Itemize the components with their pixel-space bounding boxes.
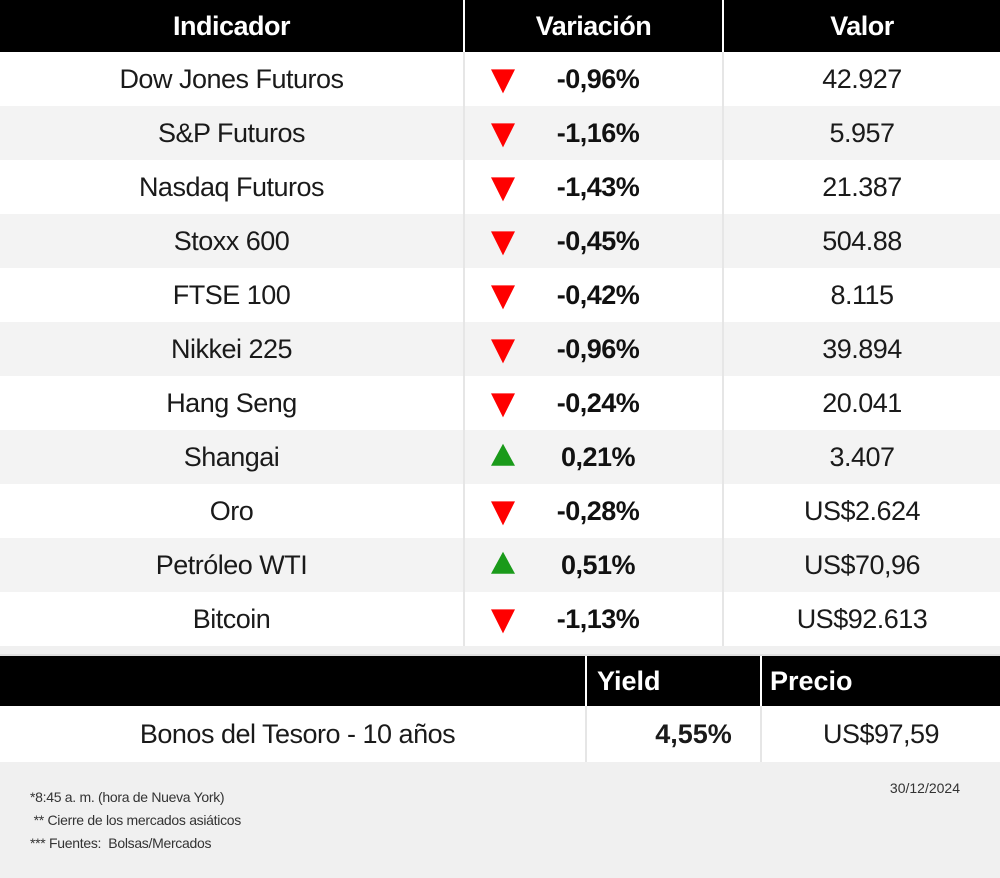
indicator-value: 504.88 (722, 214, 1000, 268)
variation-cell: -1,13% (463, 592, 722, 646)
arrow-down-icon (491, 177, 515, 202)
indicator-name: Bitcoin (192, 603, 271, 634)
table-row: Nikkei 225 -0,96% 39.894 (0, 322, 1000, 376)
arrow-up-icon (491, 443, 515, 466)
variation-cell: -0,24% (463, 376, 722, 430)
variation-cell: 0,51% (463, 538, 722, 592)
market-indicators-table: Indicador Variación Valor Dow Jones Futu… (0, 0, 1000, 646)
arrow-down-icon (491, 339, 515, 364)
table-row: Oro -0,28% US$2.624 (0, 484, 1000, 538)
indicator-name: Nikkei 225 (170, 333, 293, 364)
variation-percent: -0,96% (556, 63, 640, 94)
variation-percent: -0,24% (556, 387, 640, 418)
variation-cell: -0,28% (463, 484, 722, 538)
indicator-name: FTSE 100 (172, 279, 291, 310)
bond-name: Bonos del Tesoro - 10 años (139, 718, 456, 749)
variation-percent: -0,28% (556, 495, 640, 526)
header-indicator: Indicador (172, 10, 291, 41)
table-row: Hang Seng -0,24% 20.041 (0, 376, 1000, 430)
footnotes: *8:45 a. m. (hora de Nueva York) ** Cier… (30, 786, 241, 855)
variation-percent: -1,13% (556, 603, 640, 634)
variation-percent: -0,96% (556, 333, 640, 364)
table-row: Bonos del Tesoro - 10 años 4,55% US$97,5… (0, 706, 1000, 762)
table-row: Dow Jones Futuros -0,96% 42.927 (0, 52, 1000, 106)
header-variation: Variación (463, 0, 722, 52)
indicator-name: S&P Futuros (157, 117, 306, 148)
arrow-down-icon (491, 501, 515, 526)
table-row: Nasdaq Futuros -1,43% 21.387 (0, 160, 1000, 214)
indicator-value: 42.927 (722, 52, 1000, 106)
arrow-up-icon (491, 551, 515, 574)
indicator-value: US$92.613 (722, 592, 1000, 646)
indicator-value: US$2.624 (722, 484, 1000, 538)
variation-cell: -0,42% (463, 268, 722, 322)
variation-cell: -0,45% (463, 214, 722, 268)
table-row: Petróleo WTI 0,51% US$70,96 (0, 538, 1000, 592)
indicator-name: Petróleo WTI (155, 549, 308, 580)
indicator-name: Oro (209, 495, 254, 526)
table-header: Indicador Variación Valor (0, 0, 1000, 52)
variation-percent: -1,16% (556, 117, 640, 148)
arrow-down-icon (491, 609, 515, 634)
variation-percent: -1,43% (556, 171, 640, 202)
table-row: Bitcoin -1,13% US$92.613 (0, 592, 1000, 646)
table-row: S&P Futuros -1,16% 5.957 (0, 106, 1000, 160)
header-value: Valor (722, 0, 1000, 52)
arrow-down-icon (491, 285, 515, 310)
arrow-down-icon (491, 123, 515, 148)
indicator-value: 39.894 (722, 322, 1000, 376)
variation-cell: -0,96% (463, 52, 722, 106)
indicator-name: Hang Seng (166, 387, 297, 418)
indicator-value: 8.115 (722, 268, 1000, 322)
footnote-time: *8:45 a. m. (hora de Nueva York) (30, 789, 225, 805)
indicator-value: 5.957 (722, 106, 1000, 160)
indicator-name: Shangai (183, 441, 280, 472)
table-row: FTSE 100 -0,42% 8.115 (0, 268, 1000, 322)
variation-cell: -1,16% (463, 106, 722, 160)
indicator-name: Dow Jones Futuros (119, 63, 344, 94)
indicator-name: Nasdaq Futuros (138, 171, 325, 202)
indicator-value: 20.041 (722, 376, 1000, 430)
indicator-value: 21.387 (722, 160, 1000, 214)
indicator-value: 3.407 (722, 430, 1000, 484)
arrow-down-icon (491, 393, 515, 418)
variation-percent: -0,45% (556, 225, 640, 256)
table-row: Shangai 0,21% 3.407 (0, 430, 1000, 484)
variation-percent: 0,21% (560, 441, 636, 472)
bond-table-header: Yield Precio (0, 654, 1000, 706)
header-price: Precio (760, 656, 1000, 706)
variation-cell: 0,21% (463, 430, 722, 484)
variation-cell: -1,43% (463, 160, 722, 214)
footnote-asian-close: ** Cierre de los mercados asiáticos (30, 812, 242, 828)
indicator-value: US$70,96 (722, 538, 1000, 592)
bond-yield: 4,55% (585, 706, 760, 762)
variation-percent: -0,42% (556, 279, 640, 310)
arrow-down-icon (491, 231, 515, 256)
bond-table: Yield Precio Bonos del Tesoro - 10 años … (0, 654, 1000, 762)
bond-header-blank (0, 656, 585, 706)
variation-cell: -0,96% (463, 322, 722, 376)
footnote-sources: *** Fuentes: Bolsas/Mercados (30, 835, 212, 851)
variation-percent: 0,51% (560, 549, 636, 580)
date-stamp: 30/12/2024 (889, 780, 960, 796)
indicator-name: Stoxx 600 (173, 225, 290, 256)
arrow-down-icon (491, 69, 515, 94)
table-row: Stoxx 600 -0,45% 504.88 (0, 214, 1000, 268)
header-yield: Yield (585, 656, 760, 706)
bond-price: US$97,59 (760, 706, 1000, 762)
footer: *8:45 a. m. (hora de Nueva York) ** Cier… (0, 764, 1000, 878)
